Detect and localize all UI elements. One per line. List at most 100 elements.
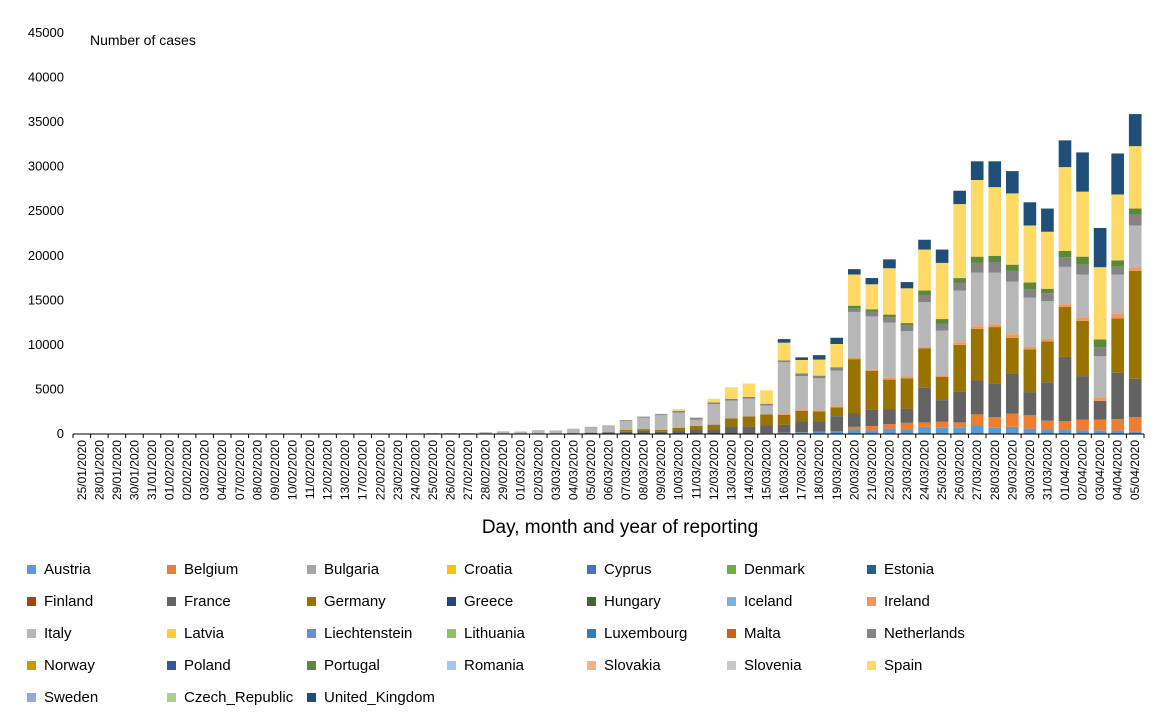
legend-item-sweden: Sweden (27, 686, 167, 708)
bar-segment-italy (584, 427, 598, 433)
bar-segment-germany (725, 418, 738, 427)
x-tick-label: 16/03/2020 (777, 440, 791, 500)
bar-segment-france (1128, 378, 1142, 418)
bar-segment-france (654, 431, 668, 434)
legend-label: Austria (44, 560, 91, 578)
bar-segment-portugal (1006, 264, 1019, 271)
bar-segment-france (988, 383, 1002, 418)
bar-segment-ireland (953, 342, 966, 345)
legend-label: Liechtenstein (324, 624, 413, 642)
bar-segment-spain (777, 342, 791, 361)
bar-segment-france (760, 425, 773, 434)
bar-segment-united-kingdom (883, 259, 896, 269)
bar-segment-united-kingdom (1006, 171, 1019, 194)
bar-segment-spain (742, 383, 756, 397)
legend-item-poland: Poland (167, 654, 307, 676)
legend-label: Norway (44, 656, 95, 674)
bar-segment-germany (970, 328, 984, 381)
bar-segment-italy (1076, 274, 1089, 318)
bar-segment-germany (847, 359, 861, 414)
bar-segment-ireland (883, 377, 896, 380)
bar-segment-netherlands (1041, 293, 1054, 302)
bar-segment-spain (725, 387, 738, 399)
x-tick-label: 29/01/2020 (110, 440, 124, 500)
bar-segment-ireland (865, 369, 879, 371)
bar-segment-spain (830, 344, 844, 368)
legend-swatch (27, 628, 36, 638)
x-tick-label: 01/04/2020 (1058, 440, 1072, 500)
x-tick-label: 30/03/2020 (1023, 440, 1037, 500)
bar-segment-belgium (953, 422, 966, 428)
bar-segment-spain (760, 390, 773, 404)
x-tick-label: 07/03/2020 (619, 440, 633, 500)
bar-segment-italy (531, 430, 545, 434)
legend-swatch (307, 692, 316, 702)
x-tick-label: 13/03/2020 (724, 440, 738, 500)
bar-segment-netherlands (654, 413, 668, 415)
legend-item-croatia: Croatia (447, 558, 587, 580)
bar-segment-ireland (1076, 317, 1089, 321)
x-tick-label: 08/02/2020 (250, 440, 264, 500)
legend-item-luxembourg: Luxembourg (587, 622, 727, 644)
legend-swatch (867, 564, 876, 574)
x-tick-label: 28/01/2020 (92, 440, 106, 500)
bar-segment-italy (742, 398, 756, 417)
bar-segment-germany (1023, 349, 1037, 393)
bar-segment-spain (672, 409, 686, 411)
bar-segment-germany (953, 344, 966, 392)
bar-segment-portugal (847, 305, 861, 309)
bar-segment-netherlands (1023, 289, 1037, 298)
bar-segment-netherlands (672, 410, 686, 413)
bar-segment-italy (567, 428, 580, 434)
x-tick-label: 10/02/2020 (285, 440, 299, 500)
bar-segment-united-kingdom (1023, 202, 1037, 226)
legend-label: Bulgaria (324, 560, 380, 578)
bar-segment-france (1058, 356, 1072, 422)
legend-label: Croatia (464, 560, 513, 578)
bar-segment-portugal (1076, 256, 1089, 265)
bar-segment-france (742, 426, 756, 434)
bar-segment-germany (654, 429, 668, 432)
x-tick-label: 03/04/2020 (1093, 440, 1107, 500)
bar-segment-italy (883, 322, 896, 378)
bar-segment-spain (847, 274, 861, 306)
bar-segment-belgium (935, 421, 949, 428)
bar-segment-france (1093, 400, 1107, 420)
legend-item-france: France (167, 590, 307, 612)
x-tick-label: 30/01/2020 (127, 440, 141, 500)
x-tick-label: 05/04/2020 (1128, 440, 1142, 500)
x-tick-label: 04/03/2020 (566, 440, 580, 500)
bar-segment-france (1006, 373, 1019, 414)
x-tick-label: 21/03/2020 (865, 440, 879, 500)
bar-segment-ireland (1058, 304, 1072, 308)
bar-segment-netherlands (970, 262, 984, 273)
bar-segment-italy (672, 412, 686, 428)
bar-segment-netherlands (847, 308, 861, 312)
x-tick-label: 22/03/2020 (882, 440, 896, 500)
x-tick-label: 18/03/2020 (812, 440, 826, 500)
bar-segment-united-kingdom (865, 278, 879, 285)
legend-swatch (727, 564, 736, 574)
x-tick-label: 31/01/2020 (145, 440, 159, 500)
y-tick-label: 5000 (35, 381, 64, 396)
bar-segment-france (725, 426, 738, 434)
legend-label: Denmark (744, 560, 805, 578)
x-tick-label: 26/02/2020 (443, 440, 457, 500)
legend-swatch (447, 628, 456, 638)
legend-swatch (27, 564, 36, 574)
bar-segment-portugal (935, 319, 949, 324)
bar-segment-ireland (847, 357, 861, 360)
bar-segment-netherlands (1076, 264, 1089, 275)
x-tick-label: 09/02/2020 (268, 440, 282, 500)
bar-segment-austria (812, 431, 826, 434)
bar-segment-netherlands (812, 375, 826, 379)
bar-segment-ireland (795, 409, 808, 411)
legend-item-spain: Spain (867, 654, 1007, 676)
bar-segment-austria (1076, 430, 1089, 434)
bar-segment-italy (1111, 274, 1124, 314)
bar-segment-ireland (1093, 397, 1107, 401)
legend-item-slovenia: Slovenia (727, 654, 867, 676)
bar-segment-united-kingdom (777, 339, 791, 343)
bar-segment-italy (900, 331, 914, 377)
legend-swatch (167, 564, 176, 574)
